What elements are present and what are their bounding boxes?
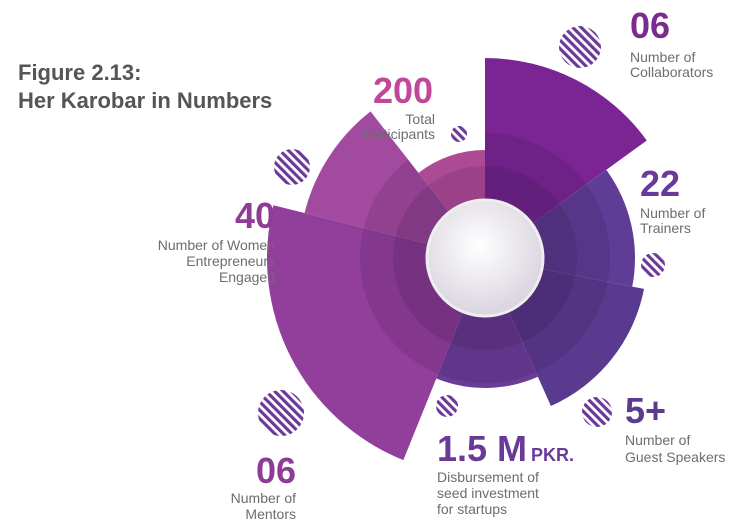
label: Number of xyxy=(630,49,695,65)
number-value: 1.5 M xyxy=(437,428,527,469)
label: Engaged xyxy=(219,269,275,285)
hatch-dot xyxy=(274,149,310,185)
label: Disbursement of xyxy=(437,469,539,485)
unit: PKR. xyxy=(531,445,574,465)
petal xyxy=(436,258,538,388)
label: Participants xyxy=(362,126,435,142)
hatch-dot xyxy=(258,390,304,436)
label: Number of Women xyxy=(158,237,275,253)
label: Mentors xyxy=(245,506,296,522)
label: Total xyxy=(405,111,435,127)
label: Number of xyxy=(625,432,690,448)
label: Entrepreneurs xyxy=(186,253,275,269)
number: 1.5 M PKR. xyxy=(437,428,574,469)
hatch-dot xyxy=(641,253,665,277)
petal xyxy=(438,258,536,383)
title: Figure 2.13: xyxy=(18,60,141,85)
petal xyxy=(485,58,647,258)
label: seed investment xyxy=(437,485,539,501)
hub xyxy=(425,198,545,318)
number: 06 xyxy=(256,450,296,491)
label: Number of xyxy=(640,205,705,221)
title: Her Karobar in Numbers xyxy=(18,88,272,113)
label: Trainers xyxy=(640,220,691,236)
label: for startups xyxy=(437,501,507,517)
label: Number of xyxy=(231,490,296,506)
number: 40 xyxy=(235,195,275,236)
label: Collaborators xyxy=(630,64,713,80)
number: 22 xyxy=(640,163,680,204)
hatch-dot xyxy=(436,395,458,417)
hatch-dot xyxy=(582,397,612,427)
number: 200 xyxy=(373,70,433,111)
number: 06 xyxy=(630,5,670,46)
hatch-dot xyxy=(559,26,601,68)
label: Guest Speakers xyxy=(625,449,725,465)
hatch-dot xyxy=(451,126,467,142)
number: 5+ xyxy=(625,390,666,431)
